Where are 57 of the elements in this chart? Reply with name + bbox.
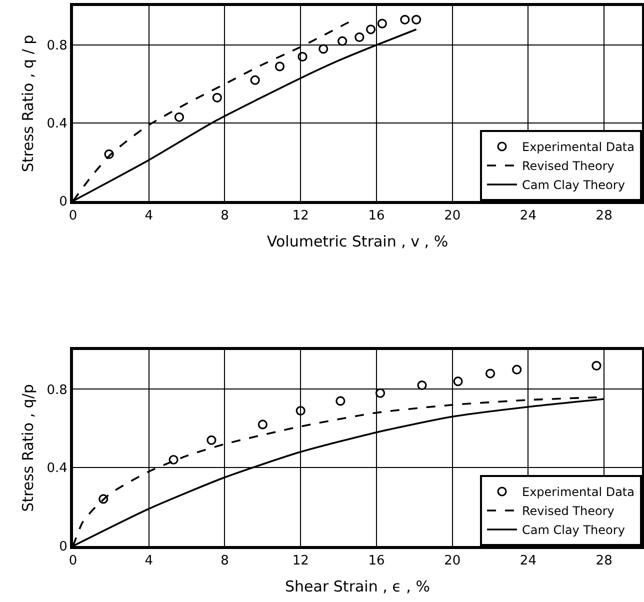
x-tick-label: 0 [68, 208, 78, 224]
y-tick-label: 0 [59, 540, 68, 555]
point [366, 24, 376, 34]
x-tick-label: 12 [292, 208, 309, 224]
point [296, 406, 306, 416]
legend-label: Cam Clay Theory [522, 523, 625, 538]
point [174, 112, 184, 122]
legend-label: Revised Theory [522, 159, 614, 174]
x-tick-label: 4 [144, 554, 154, 569]
x-axis-title: Shear Strain , ϵ , % [285, 578, 430, 596]
point [250, 75, 260, 85]
x-tick-label: 24 [520, 208, 536, 224]
point [206, 435, 216, 445]
point [453, 376, 463, 386]
x-tick-label: 28 [596, 554, 612, 569]
point [258, 420, 268, 430]
point [98, 494, 108, 504]
x-tick-label: 8 [220, 208, 229, 224]
x-tick-label: 16 [368, 208, 385, 224]
point [377, 18, 387, 28]
point [338, 36, 348, 46]
legend-label: Cam Clay Theory [522, 178, 625, 192]
legend-label: Experimental Data [522, 140, 634, 154]
x-tick-label: 20 [444, 208, 461, 224]
point [212, 92, 222, 102]
y-tick-label: 0.4 [46, 461, 68, 476]
x-axis-title: Volumetric Strain , v , % [266, 232, 448, 251]
x-tick-label: 8 [220, 554, 229, 569]
x-tick-label: 0 [68, 554, 78, 569]
point [354, 32, 364, 42]
point [274, 62, 285, 72]
point [104, 149, 114, 159]
point [592, 360, 602, 370]
x-tick-label: 24 [520, 554, 536, 569]
point [412, 14, 422, 24]
x-tick-label: 20 [444, 554, 461, 569]
point [298, 52, 308, 62]
point [168, 454, 178, 465]
y-tick-label: 0 [59, 194, 68, 210]
legend-label: Experimental Data [522, 485, 634, 500]
y-axis-title: Stress Ratio , q/p [18, 384, 37, 512]
y-axis-title: Stress Ratio , q / p [18, 34, 37, 172]
x-tick-label: 12 [292, 554, 309, 569]
point [400, 14, 410, 24]
x-tick-label: 16 [368, 554, 385, 569]
point [375, 388, 386, 398]
point [336, 396, 346, 406]
point [485, 368, 496, 378]
point [512, 364, 522, 374]
x-tick-label: 4 [144, 208, 154, 224]
point [318, 44, 328, 54]
point [417, 380, 427, 390]
y-tick-label: 0.8 [46, 38, 68, 54]
x-tick-label: 28 [596, 208, 612, 224]
y-tick-label: 0.8 [46, 382, 68, 398]
legend-label: Revised Theory [522, 504, 614, 518]
y-tick-label: 0.4 [46, 116, 68, 132]
